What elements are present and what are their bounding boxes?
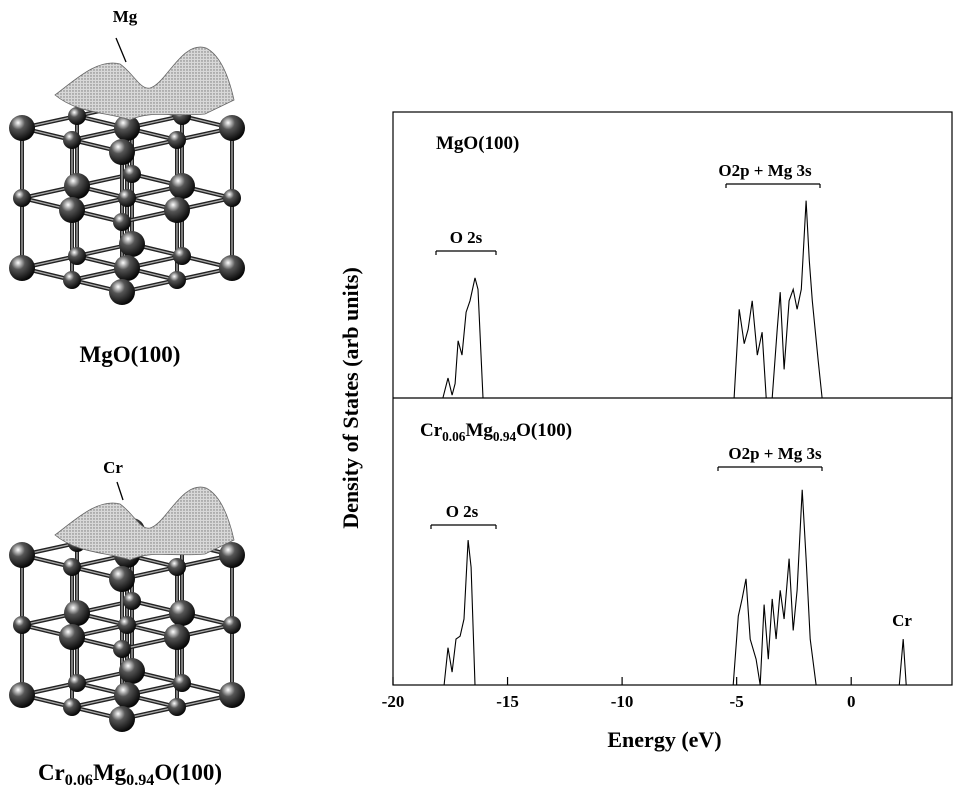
atom [164,624,190,650]
atom [119,658,145,684]
panel-title-part: Cr [420,420,443,441]
atom [123,592,141,610]
x-axis-label: Energy (eV) [607,727,721,752]
panel-title: Cr0.06Mg0.94O(100) [420,420,572,444]
structure-label-part: Mg [93,760,127,785]
atom [109,706,135,732]
atom [63,558,81,576]
atom [59,624,85,650]
atom-label: Mg [113,7,138,26]
atom [13,616,31,634]
atom [219,255,245,281]
figure: MgMgO(100)CrCr0.06Mg0.94O(100) Density o… [0,0,954,785]
atom [109,279,135,305]
atom [114,682,140,708]
atom [63,131,81,149]
atom-label: Cr [103,458,123,477]
annotation: O 2s [450,228,483,247]
atom [118,189,136,207]
atom [118,616,136,634]
y-axis-label: Density of States (arb units) [338,267,363,529]
atom [109,139,135,165]
annotation: O2p + Mg 3s [728,444,822,463]
panel-title-part: 0.94 [493,429,517,444]
x-tick-label: -10 [611,692,634,711]
panel-title: MgO(100) [436,133,519,154]
atom [109,566,135,592]
atom [223,189,241,207]
atom [219,682,245,708]
structure-label-part: Cr [38,760,65,785]
atom [64,173,90,199]
atom [223,616,241,634]
atom [173,674,191,692]
x-tick-label: 0 [847,692,856,711]
atom [219,542,245,568]
atom [59,197,85,223]
annotation: Cr [892,611,912,630]
dos-line [444,490,906,685]
annotation: O 2s [446,502,479,521]
charge-density-surface [55,47,234,120]
atom [9,115,35,141]
pointer [117,482,123,500]
atom [168,698,186,716]
atom [9,682,35,708]
panel-title-part: O(100) [516,420,572,441]
atom [63,698,81,716]
atom [114,255,140,281]
atom [9,542,35,568]
charge-density-surface [55,487,234,560]
pointer [116,38,126,62]
structure-label-part: 0.94 [126,772,154,785]
atom [13,189,31,207]
atom [168,558,186,576]
atom [9,255,35,281]
atom [168,271,186,289]
atom [68,674,86,692]
atom [63,271,81,289]
structure-label: MgO(100) [80,342,181,367]
atom [219,115,245,141]
dos-line [443,201,822,398]
atom [64,600,90,626]
annotation: O2p + Mg 3s [718,161,812,180]
structure-label: Cr0.06Mg0.94O(100) [38,760,222,785]
atom [113,213,131,231]
atom [68,247,86,265]
panel-title-part: Mg [465,420,493,441]
structure-label-part: O(100) [154,760,222,785]
structure-label-part: 0.06 [65,772,93,785]
atom [173,247,191,265]
atom [169,173,195,199]
atom [123,165,141,183]
panel-title-part: 0.06 [442,429,466,444]
x-tick-label: -5 [730,692,744,711]
atom [169,600,195,626]
atom [168,131,186,149]
x-tick-label: -15 [496,692,519,711]
x-tick-label: -20 [382,692,405,711]
atom [113,640,131,658]
atom [164,197,190,223]
atom [119,231,145,257]
atom [68,107,86,125]
